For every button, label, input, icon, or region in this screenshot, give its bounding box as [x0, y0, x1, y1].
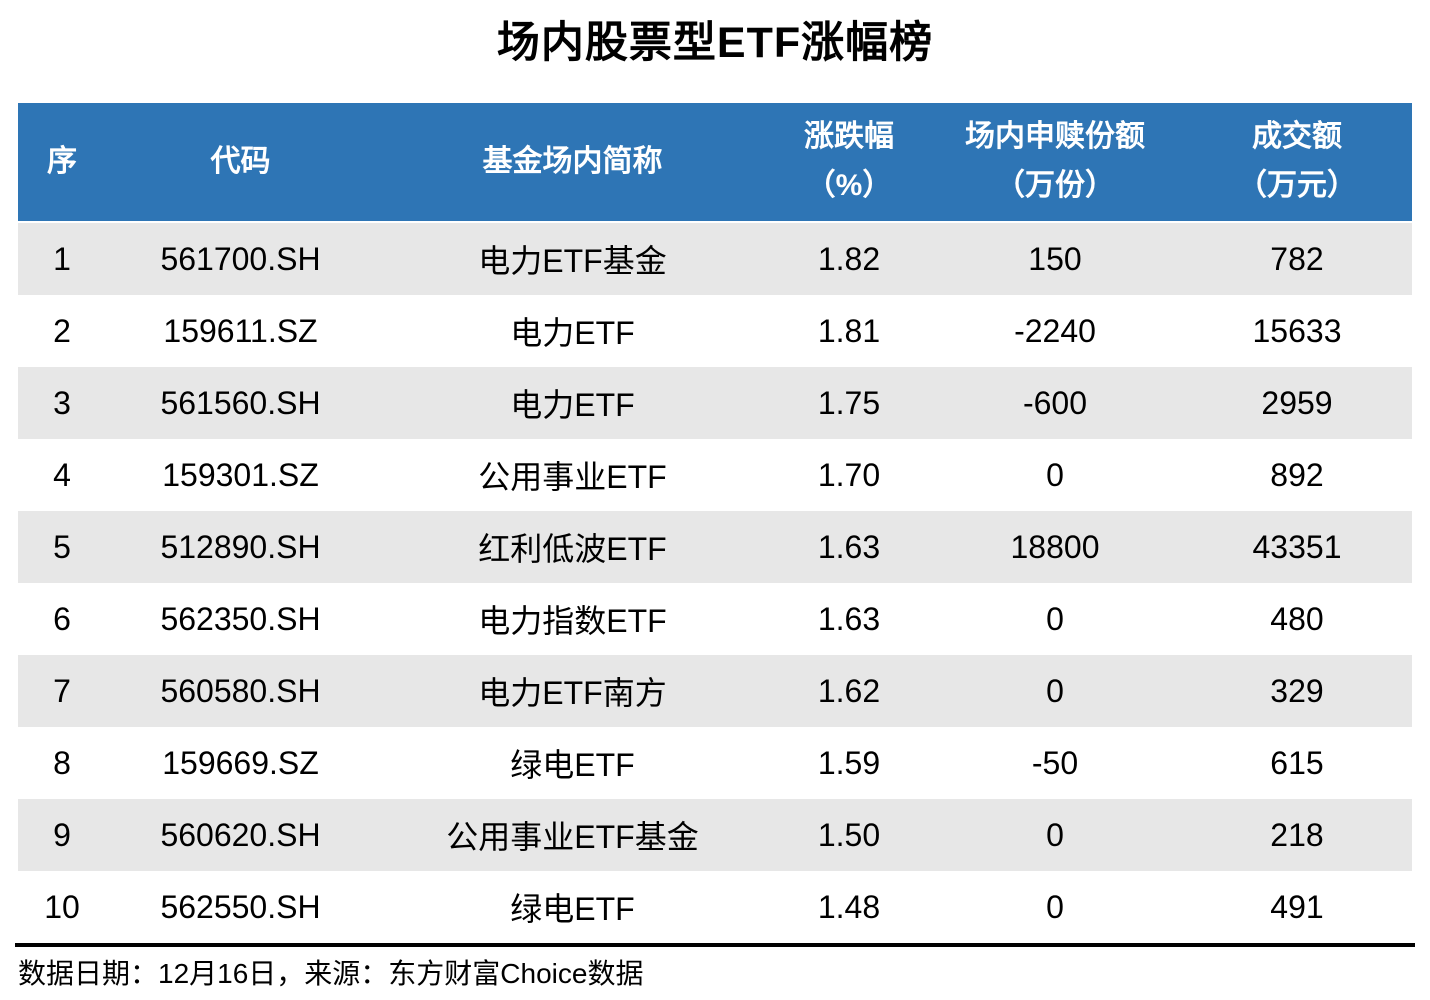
cell-turnover: 2959 — [1261, 384, 1333, 421]
cell-change-pct: 1.75 — [817, 384, 881, 421]
column-header-unit: （%） — [805, 169, 893, 202]
cell-fund-name: 绿电ETF — [510, 891, 635, 927]
cell-seq: 2 — [53, 312, 71, 349]
cell-turnover: 480 — [1270, 600, 1324, 637]
table-bottom-rule — [15, 943, 1415, 947]
cell-change-pct: 1.81 — [817, 312, 881, 349]
table-row: 7 560580.SH 电力ETF南方 1.62 0 329 — [18, 655, 1412, 727]
table-row: 9 560620.SH 公用事业ETF基金 1.50 0 218 — [18, 799, 1412, 871]
table-row: 8 159669.SZ 绿电ETF 1.59 -50 615 — [18, 727, 1412, 799]
cell-code: 560580.SH — [160, 672, 321, 709]
column-header-seq: 序 — [18, 103, 106, 221]
cell-turnover: 329 — [1270, 672, 1324, 709]
column-header-label: 成交额 — [1252, 120, 1342, 154]
column-header-label: 代码 — [210, 144, 271, 178]
cell-code: 159611.SZ — [163, 312, 318, 349]
cell-change-pct: 1.48 — [817, 888, 881, 925]
cell-seq: 10 — [44, 888, 80, 925]
column-header-label: 基金场内简称 — [482, 144, 663, 178]
etf-rank-table: 序 代码 基金场内简称 涨跌幅 （%） 场内申赎份额 （万份） 成交额 （万元）… — [18, 103, 1412, 943]
cell-code: 561700.SH — [160, 240, 321, 277]
cell-shares: -600 — [1022, 384, 1088, 421]
column-header-unit: （万元） — [1237, 169, 1357, 202]
cell-seq: 7 — [53, 672, 71, 709]
cell-turnover: 218 — [1270, 816, 1324, 853]
cell-shares: 0 — [1046, 816, 1064, 853]
table-row: 1 561700.SH 电力ETF基金 1.82 150 782 — [18, 223, 1412, 295]
column-header-turnover: 成交额 （万元） — [1182, 103, 1412, 221]
cell-code: 562550.SH — [160, 888, 321, 925]
cell-turnover: 43351 — [1252, 528, 1342, 565]
cell-shares: 0 — [1046, 456, 1064, 493]
cell-change-pct: 1.82 — [817, 240, 881, 277]
cell-seq: 6 — [53, 600, 71, 637]
cell-change-pct: 1.63 — [817, 600, 881, 637]
cell-code: 562350.SH — [160, 600, 321, 637]
cell-seq: 8 — [53, 744, 71, 781]
cell-shares: -2240 — [1014, 312, 1096, 349]
column-header-label: 场内申赎份额 — [965, 120, 1145, 154]
cell-shares: 18800 — [1010, 528, 1100, 565]
table-row: 4 159301.SZ 公用事业ETF 1.70 0 892 — [18, 439, 1412, 511]
table-row: 3 561560.SH 电力ETF 1.75 -600 2959 — [18, 367, 1412, 439]
cell-turnover: 615 — [1270, 744, 1324, 781]
cell-code: 159301.SZ — [162, 456, 319, 493]
cell-code: 561560.SH — [160, 384, 321, 421]
table-row: 10 562550.SH 绿电ETF 1.48 0 491 — [18, 871, 1412, 943]
cell-turnover: 782 — [1270, 240, 1324, 277]
cell-shares: 0 — [1046, 672, 1064, 709]
cell-shares: 0 — [1046, 600, 1064, 637]
cell-shares: 150 — [1028, 240, 1082, 277]
column-header-label: 序 — [47, 144, 77, 178]
cell-fund-name: 电力ETF南方 — [478, 675, 667, 711]
cell-seq: 5 — [53, 528, 71, 565]
cell-fund-name: 绿电ETF — [510, 747, 635, 783]
column-header-unit: （万份） — [995, 169, 1115, 202]
cell-seq: 9 — [53, 816, 71, 853]
table-row: 6 562350.SH 电力指数ETF 1.63 0 480 — [18, 583, 1412, 655]
cell-fund-name: 公用事业ETF — [478, 459, 667, 495]
cell-change-pct: 1.70 — [817, 456, 881, 493]
cell-change-pct: 1.63 — [817, 528, 881, 565]
table-row: 5 512890.SH 红利低波ETF 1.63 18800 43351 — [18, 511, 1412, 583]
cell-code: 512890.SH — [160, 528, 321, 565]
cell-code: 159669.SZ — [162, 744, 319, 781]
column-header-change-pct: 涨跌幅 （%） — [770, 103, 928, 221]
cell-shares: 0 — [1046, 888, 1064, 925]
cell-fund-name: 红利低波ETF — [478, 531, 667, 567]
cell-turnover: 892 — [1270, 456, 1324, 493]
cell-turnover: 15633 — [1252, 312, 1342, 349]
cell-fund-name: 公用事业ETF基金 — [446, 819, 699, 855]
table-header-row: 序 代码 基金场内简称 涨跌幅 （%） 场内申赎份额 （万份） 成交额 （万元） — [18, 103, 1412, 223]
cell-fund-name: 电力ETF基金 — [478, 243, 667, 279]
column-header-fund-name: 基金场内简称 — [375, 103, 770, 221]
cell-seq: 4 — [53, 456, 71, 493]
cell-code: 560620.SH — [160, 816, 321, 853]
cell-fund-name: 电力ETF — [510, 315, 635, 351]
data-source-note: 数据日期：12月16日，来源：东方财富Choice数据 — [18, 958, 644, 989]
cell-change-pct: 1.59 — [817, 744, 881, 781]
cell-fund-name: 电力指数ETF — [478, 603, 667, 639]
cell-change-pct: 1.62 — [817, 672, 881, 709]
cell-change-pct: 1.50 — [817, 816, 881, 853]
table-row: 2 159611.SZ 电力ETF 1.81 -2240 15633 — [18, 295, 1412, 367]
cell-turnover: 491 — [1270, 888, 1324, 925]
page-title: 场内股票型ETF涨幅榜 — [496, 19, 934, 67]
column-header-label: 涨跌幅 — [804, 120, 894, 154]
cell-seq: 1 — [53, 240, 71, 277]
column-header-code: 代码 — [106, 103, 375, 221]
cell-fund-name: 电力ETF — [510, 387, 635, 423]
cell-shares: -50 — [1031, 744, 1079, 781]
cell-seq: 3 — [53, 384, 71, 421]
column-header-shares: 场内申赎份额 （万份） — [928, 103, 1182, 221]
